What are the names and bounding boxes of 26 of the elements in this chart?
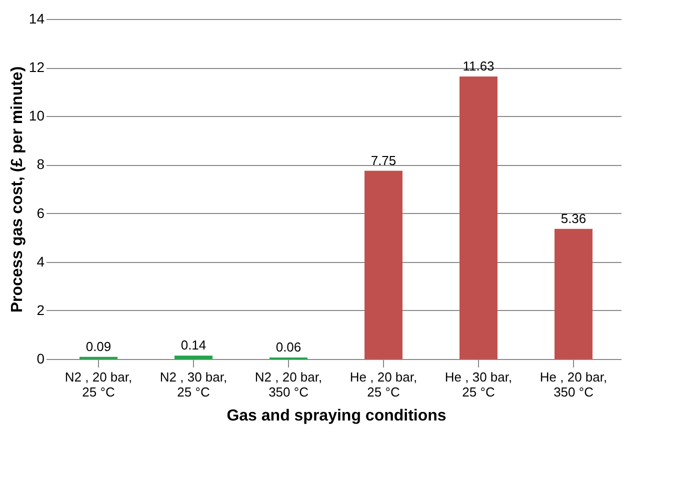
data-label: 0.14 (180, 338, 206, 353)
y-tick-label: 12 (28, 59, 45, 76)
x-tick-label: N2 , 20 bar, 350 °C (254, 370, 322, 400)
bar (364, 170, 402, 359)
y-tick-label: 2 (36, 302, 45, 318)
y-tick-label: 4 (36, 253, 45, 270)
x-tick-label: N2 , 20 bar, 25 °C (64, 370, 132, 400)
x-axis-title: Gas and spraying conditions (226, 408, 446, 424)
y-tick-label: 14 (28, 10, 45, 26)
bar (174, 356, 212, 359)
data-label: 0.06 (276, 340, 302, 355)
bar (460, 76, 498, 359)
y-axis-title: Process gas cost, (£ per minute) (8, 66, 26, 313)
x-tick-label: He , 20 bar, 350 °C (540, 370, 608, 400)
y-tick-label: 6 (36, 204, 45, 221)
x-tick-label: He , 30 bar, 25 °C (444, 370, 512, 400)
data-label: 5.36 (560, 210, 586, 226)
data-label: 7.75 (370, 152, 396, 168)
data-label: 11.63 (462, 58, 494, 74)
x-tick-label: He , 20 bar, 25 °C (350, 370, 418, 400)
data-label: 0.09 (86, 338, 112, 354)
y-tick-label: 0 (36, 350, 45, 366)
y-tick-label: 10 (28, 108, 45, 124)
y-tick-label: 8 (36, 156, 45, 172)
bar (554, 228, 592, 359)
x-tick-label: N2 , 30 bar, 25 °C (160, 370, 228, 400)
